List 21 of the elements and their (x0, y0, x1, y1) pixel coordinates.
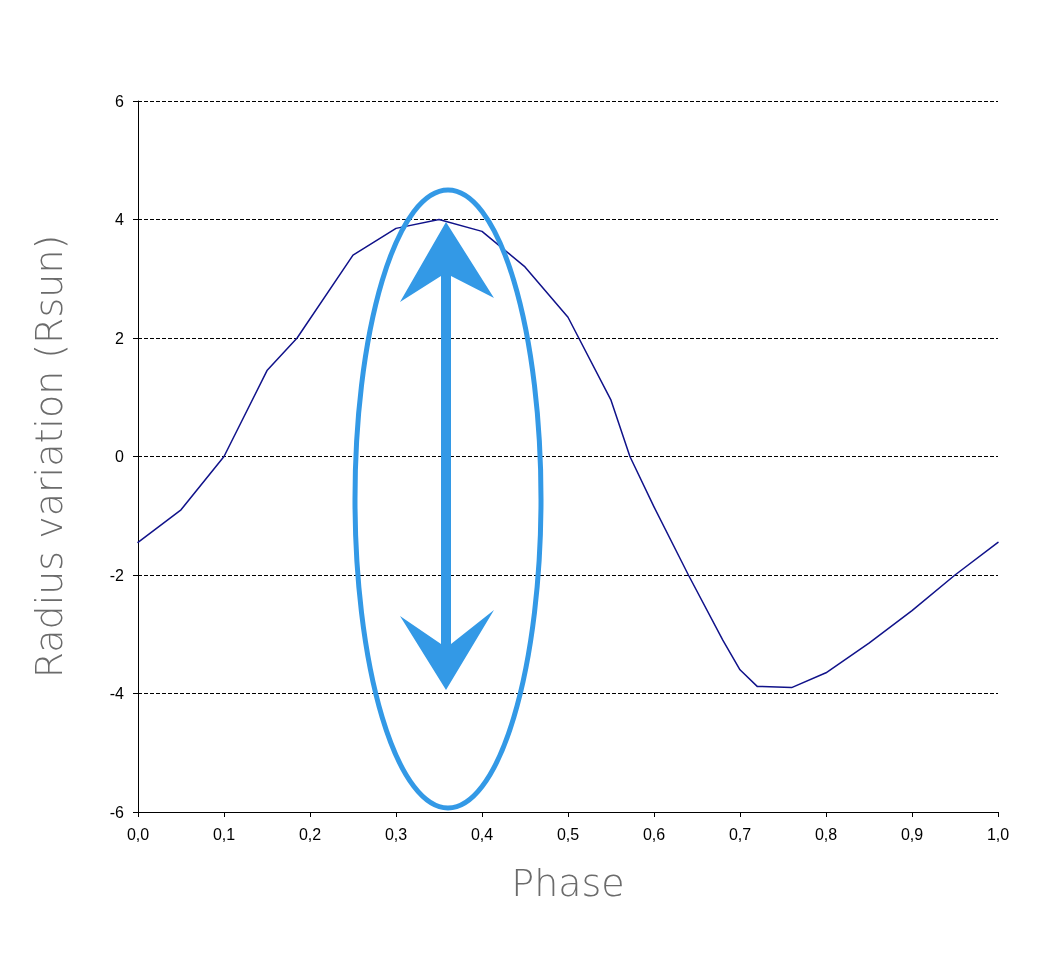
y-tick-label: 0 (115, 448, 125, 465)
x-tick-label: 1,0 (986, 825, 1010, 843)
y-tick-label: 2 (115, 329, 125, 347)
y-tick-label: 4 (115, 211, 125, 228)
x-tick-label: 0,1 (212, 825, 236, 843)
y-tick-label: 6 (115, 92, 125, 110)
x-tick-label: 0,6 (642, 825, 666, 843)
y-tick-label: -4 (109, 685, 125, 702)
y-tick-label: -2 (109, 566, 125, 584)
x-tick-label: 0,7 (728, 825, 752, 843)
line-series (137, 218, 999, 689)
y-axis-title: Radius variation (Rsun) (27, 234, 71, 679)
x-axis-title: Phase (511, 861, 625, 905)
x-tick-label: 0,5 (556, 825, 580, 843)
x-tick-label: 0,2 (298, 825, 322, 843)
y-tick-label: -6 (109, 803, 125, 821)
x-tick-label: 0,8 (814, 825, 838, 843)
x-tick-label: 0,3 (384, 825, 408, 843)
x-tick-label: 0,4 (470, 825, 494, 843)
x-tick-label: 0,9 (900, 825, 924, 843)
x-tick-label: 0,0 (126, 825, 150, 843)
